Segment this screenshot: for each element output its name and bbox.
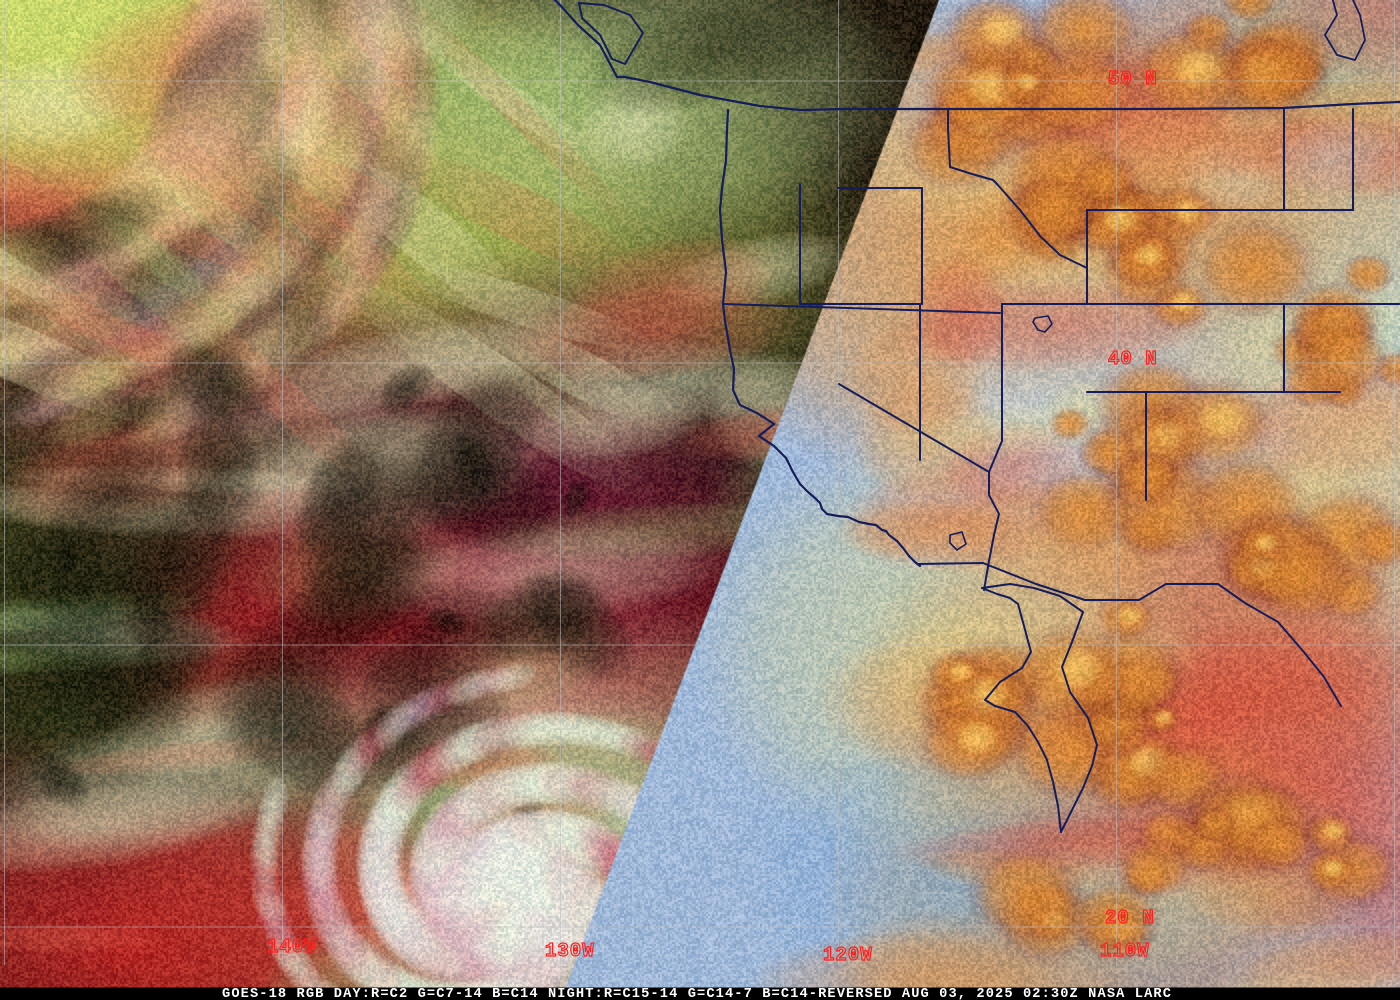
svg-text:130W: 130W bbox=[545, 940, 595, 962]
svg-text:120W: 120W bbox=[823, 944, 873, 966]
svg-text:GOES-18 RGB DAY:R=C2 G=C7-1: GOES-18 RGB DAY:R=C2 G=C7-14 B=C14 NIGHT… bbox=[222, 987, 1172, 1000]
svg-text:110W: 110W bbox=[1100, 940, 1150, 962]
svg-text:40 N: 40 N bbox=[1108, 348, 1158, 370]
svg-text:20 N: 20 N bbox=[1105, 907, 1155, 929]
svg-text:140W: 140W bbox=[267, 936, 317, 958]
svg-text:50 N: 50 N bbox=[1108, 68, 1158, 90]
